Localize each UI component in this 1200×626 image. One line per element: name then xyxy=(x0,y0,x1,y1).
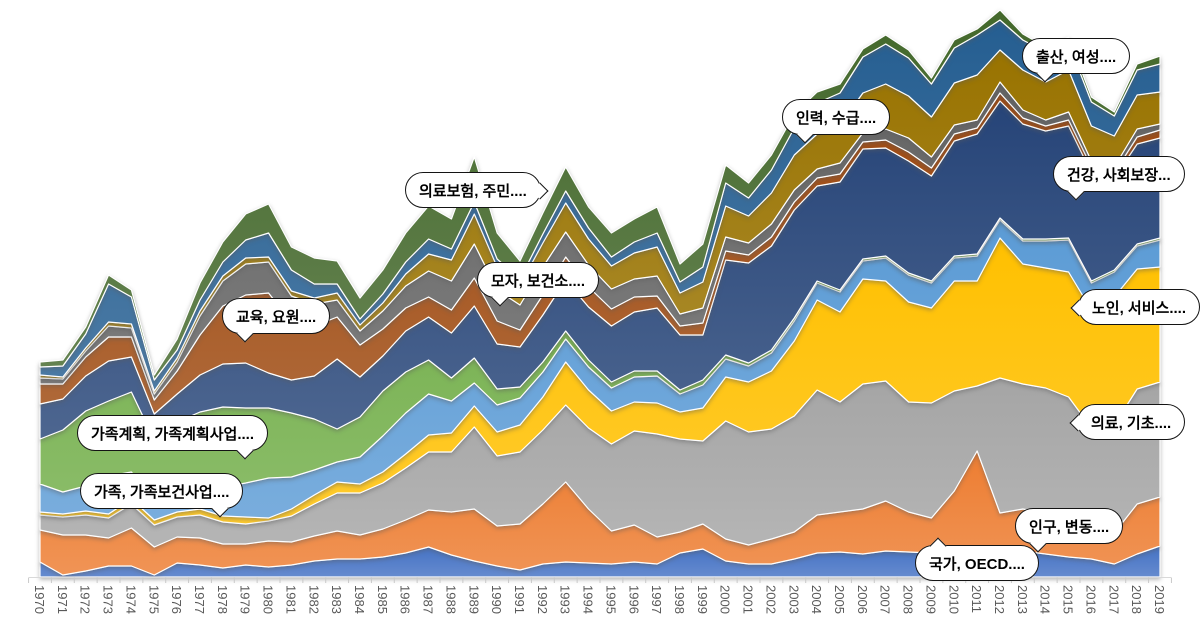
x-axis-label: 1977 xyxy=(192,585,207,614)
series-callout-10: 가족계획, 가족계획사업.... xyxy=(77,415,269,459)
x-axis-label: 2008 xyxy=(901,585,916,614)
series-callout-text: 모자, 보건소.... xyxy=(491,272,586,290)
x-axis-label: 2000 xyxy=(718,585,733,614)
x-axis-label: 2010 xyxy=(946,585,961,614)
x-axis-label: 1988 xyxy=(443,585,458,614)
x-axis-label: 2013 xyxy=(1015,585,1030,614)
series-callout-text: 인구, 변동.... xyxy=(1029,518,1110,536)
series-callout-text: 인력, 수급.... xyxy=(796,109,877,127)
x-axis-label: 2018 xyxy=(1129,585,1144,614)
x-axis-label: 2011 xyxy=(969,585,984,613)
series-callout-2: 모자, 보건소.... xyxy=(477,262,600,306)
series-callout-text: 교육, 요원.... xyxy=(236,308,317,326)
x-axis-label: 1985 xyxy=(375,585,390,614)
series-callout-text: 건강, 사회보장... xyxy=(1067,166,1171,184)
x-axis-label: 1972 xyxy=(78,585,93,614)
x-axis-label: 1991 xyxy=(512,585,527,614)
x-axis-label: 1971 xyxy=(55,585,70,614)
x-axis-label: 1989 xyxy=(466,585,481,614)
series-callout-11: 가족, 가족보건사업.... xyxy=(80,473,244,517)
series-callout-7: 의료, 기초.... xyxy=(1069,404,1186,440)
x-axis-label: 1986 xyxy=(398,585,413,614)
x-axis-label: 2004 xyxy=(809,585,824,614)
x-axis-label: 1978 xyxy=(215,585,230,614)
series-callout-text: 의료, 기초.... xyxy=(1091,414,1172,432)
x-axis-label: 1982 xyxy=(306,585,321,614)
x-axis-label: 2006 xyxy=(855,585,870,614)
x-axis-label: 2009 xyxy=(923,585,938,614)
series-callout-1: 의료보험, 주민.... xyxy=(405,172,549,208)
series-callout-6: 노인, 서비스.... xyxy=(1070,289,1200,325)
x-axis-label: 2003 xyxy=(786,585,801,614)
x-axis-label: 1987 xyxy=(421,585,436,614)
x-axis-label: 1993 xyxy=(558,585,573,614)
x-axis-label: 1994 xyxy=(581,585,596,614)
x-axis-label: 1979 xyxy=(238,585,253,614)
x-axis-label: 1970 xyxy=(32,585,47,614)
x-axis-label: 1996 xyxy=(626,585,641,614)
x-axis-label: 2015 xyxy=(1061,585,1076,614)
x-axis-label: 1995 xyxy=(603,585,618,614)
x-axis-label: 1990 xyxy=(489,585,504,614)
x-axis-label: 1998 xyxy=(672,585,687,614)
x-axis-label: 1980 xyxy=(261,585,276,614)
x-axis-label: 2007 xyxy=(878,585,893,614)
series-callout-3: 인력, 수급.... xyxy=(782,99,891,143)
x-axis-label: 1973 xyxy=(101,585,116,614)
series-callout-4: 출산, 여성.... xyxy=(1022,38,1131,82)
x-axis-label: 1992 xyxy=(535,585,550,614)
x-axis-label: 1974 xyxy=(123,585,138,614)
x-axis-label: 1981 xyxy=(283,585,298,614)
x-axis-label: 1999 xyxy=(695,585,710,614)
series-callout-text: 국가, OECD.... xyxy=(929,555,1025,573)
x-axis-label: 1975 xyxy=(146,585,161,614)
x-axis-label: 2016 xyxy=(1083,585,1098,614)
series-callout-8: 인구, 변동.... xyxy=(1015,508,1124,552)
series-callout-text: 가족, 가족보건사업.... xyxy=(94,483,230,501)
x-axis-label: 2017 xyxy=(1106,585,1121,614)
x-axis-label: 2019 xyxy=(1152,585,1167,614)
series-callout-0: 교육, 요원.... xyxy=(222,298,331,342)
x-axis-label: 2012 xyxy=(992,585,1007,614)
x-axis-label: 1976 xyxy=(169,585,184,614)
series-callout-text: 가족계획, 가족계획사업.... xyxy=(91,425,255,443)
x-axis-label: 2002 xyxy=(763,585,778,614)
series-callout-5: 건강, 사회보장... xyxy=(1053,156,1185,200)
series-callout-text: 의료보험, 주민.... xyxy=(419,182,527,200)
x-axis-label: 2014 xyxy=(1038,585,1053,614)
x-axis-label: 2001 xyxy=(741,585,756,614)
x-axis-label: 1984 xyxy=(352,585,367,614)
x-axis-label: 1983 xyxy=(329,585,344,614)
series-callout-text: 출산, 여성.... xyxy=(1036,48,1117,66)
series-callout-9: 국가, OECD.... xyxy=(915,537,1039,581)
x-axis-label: 2005 xyxy=(832,585,847,614)
x-axis-label: 1997 xyxy=(649,585,664,614)
series-callout-text: 노인, 서비스.... xyxy=(1092,299,1187,317)
